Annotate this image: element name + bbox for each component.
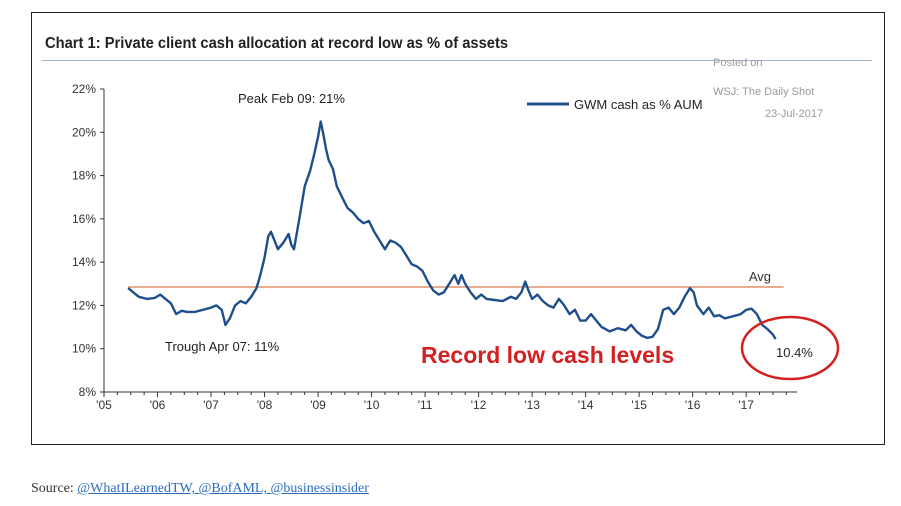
series-line-gwm-cash — [127, 120, 777, 340]
x-tick-label: '13 — [524, 398, 540, 412]
x-tick-label: '05 — [96, 398, 112, 412]
x-tick-label: '07 — [203, 398, 219, 412]
y-tick-label: 8% — [79, 385, 97, 399]
peak-annotation: Peak Feb 09: 21% — [238, 91, 345, 106]
x-tick-label: '06 — [150, 398, 166, 412]
y-tick-label: 16% — [72, 212, 96, 226]
source-label: Source: — [31, 481, 74, 496]
x-tick-label: '15 — [631, 398, 647, 412]
y-tick-label: 10% — [72, 342, 96, 356]
y-tick-label: 20% — [72, 125, 96, 139]
x-tick-label: '12 — [471, 398, 487, 412]
chart-frame: Chart 1: Private client cash allocation … — [31, 12, 885, 445]
x-tick-label: '09 — [310, 398, 326, 412]
y-tick-label: 22% — [72, 82, 96, 96]
legend-label: GWM cash as % AUM — [574, 97, 703, 112]
chart-title: Chart 1: Private client cash allocation … — [45, 35, 509, 52]
x-tick-label: '17 — [738, 398, 754, 412]
watermark-source: WSJ: The Daily Shot — [713, 86, 815, 98]
source-links[interactable]: @WhatILearnedTW, @BofAML, @businessinsid… — [77, 481, 369, 496]
record-low-annotation: Record low cash levels — [421, 342, 674, 368]
last-value-label: 10.4% — [776, 345, 813, 360]
x-tick-label: '10 — [364, 398, 380, 412]
trough-annotation: Trough Apr 07: 11% — [165, 339, 280, 354]
source-line: Source: @WhatILearnedTW, @BofAML, @busin… — [31, 481, 369, 497]
watermark-posted-on: Posted on — [713, 57, 763, 69]
watermark-date: 23-Jul-2017 — [765, 108, 824, 120]
x-tick-label: '16 — [685, 398, 701, 412]
x-tick-label: '08 — [257, 398, 273, 412]
title-rule — [42, 60, 872, 61]
y-tick-label: 14% — [72, 255, 96, 269]
x-tick-label: '14 — [578, 398, 594, 412]
x-tick-label: '11 — [418, 398, 433, 412]
average-label: Avg — [749, 269, 771, 284]
y-tick-label: 18% — [72, 169, 96, 183]
y-tick-label: 12% — [72, 298, 96, 312]
record-low-circle — [740, 315, 840, 381]
